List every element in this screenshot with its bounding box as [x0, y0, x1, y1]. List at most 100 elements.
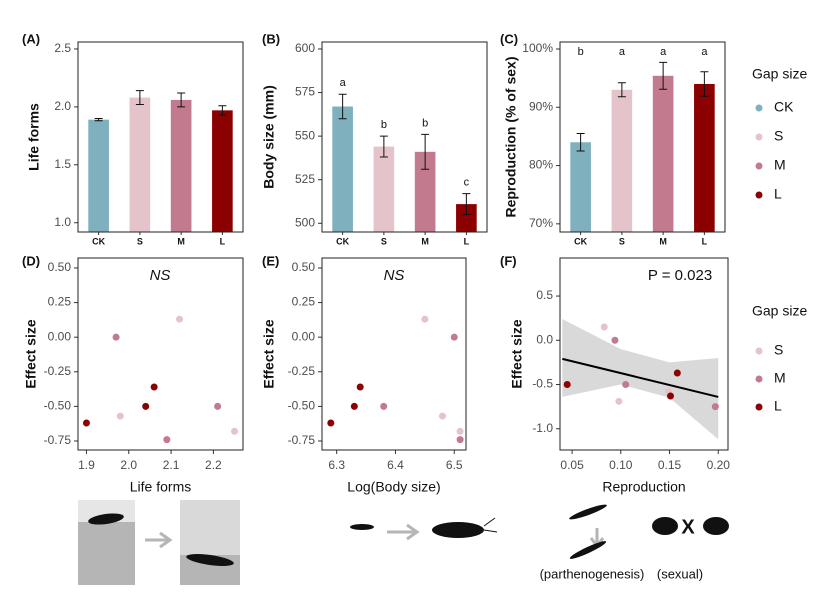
x-axis-title: Life forms [130, 479, 191, 495]
point [450, 333, 458, 341]
legend-marker [755, 133, 763, 141]
y-tick-label: 2.0 [54, 99, 71, 113]
bar [170, 99, 192, 233]
point [112, 333, 120, 341]
bar [611, 89, 633, 232]
point [421, 315, 429, 323]
x-axis-title: Reproduction [602, 479, 685, 495]
x-tick-label: CK [336, 236, 349, 246]
legend-marker [755, 104, 763, 112]
error-bar [177, 92, 186, 108]
error-bar [135, 90, 144, 106]
error-bar [421, 133, 430, 170]
x-tick-label: 0.10 [609, 458, 633, 472]
bar [414, 151, 436, 232]
insect [569, 504, 607, 520]
point [142, 402, 150, 410]
y-tick-label: 525 [295, 172, 315, 186]
x-tick-label: S [619, 236, 625, 246]
significance-letter: b [578, 46, 584, 58]
significance-letter: b [381, 119, 387, 131]
legend-label: L [774, 398, 782, 414]
legend-marker [755, 347, 763, 355]
legend-marker [755, 191, 763, 199]
bar [332, 106, 353, 232]
legend-label: L [774, 186, 782, 202]
insect [652, 517, 678, 535]
significance-letter: c [464, 177, 470, 189]
plot-border [321, 257, 467, 451]
bar [373, 146, 395, 232]
y-tick-label: 0.5 [536, 288, 553, 302]
x-tick-label: L [464, 236, 470, 246]
point [600, 323, 608, 331]
panel-label: (F) [500, 253, 517, 268]
error-bar [617, 82, 626, 98]
legend-label: CK [774, 99, 794, 115]
legend-label: M [774, 370, 786, 386]
y-tick-label: 0.25 [292, 295, 316, 309]
bar [456, 204, 477, 232]
y-tick-label: 1.5 [54, 157, 71, 171]
soil-top [180, 500, 240, 555]
significance-letter: a [340, 77, 347, 89]
x-tick-label: 2.2 [205, 458, 222, 472]
legend-marker [755, 162, 763, 170]
panel-label: (B) [262, 31, 280, 46]
y-tick-label: 1.0 [54, 215, 71, 229]
x-tick-label: 0.15 [658, 458, 682, 472]
point [150, 383, 158, 391]
error-bar [379, 135, 388, 158]
point [163, 436, 171, 444]
annotation: NS [384, 267, 405, 284]
y-tick-label: 2.5 [54, 41, 71, 55]
error-bar [659, 61, 668, 90]
significance-letter: a [619, 46, 626, 58]
point [350, 402, 358, 410]
point [611, 336, 619, 344]
panel-label: (D) [22, 253, 40, 268]
arrow [145, 531, 173, 549]
error-bar [576, 133, 585, 152]
y-axis-title: Effect size [261, 319, 277, 388]
point [214, 402, 222, 410]
point [711, 403, 719, 411]
point [456, 427, 464, 435]
point [356, 383, 364, 391]
y-tick-label: -0.75 [44, 433, 72, 447]
point [438, 412, 446, 420]
x-tick-label: CK [574, 236, 587, 246]
x-tick-label: 2.0 [120, 458, 137, 472]
y-tick-label: 90% [529, 99, 553, 113]
y-tick-label: -0.75 [288, 433, 316, 447]
x-tick-label: 0.05 [560, 458, 584, 472]
error-bar [94, 117, 103, 122]
annotation: P = 0.023 [648, 267, 712, 284]
y-tick-label: 80% [529, 158, 553, 172]
y-tick-label: -0.50 [288, 399, 316, 413]
illustration-label: (sexual) [657, 566, 703, 581]
point [82, 419, 90, 427]
x-tick-label: 6.5 [446, 458, 463, 472]
legend-label: S [774, 128, 783, 144]
bar [88, 119, 109, 232]
x-tick-label: M [659, 236, 667, 246]
plot-border [321, 41, 488, 233]
x-axis-title: Log(Body size) [347, 479, 440, 495]
plot-border [77, 41, 244, 233]
significance-letter: a [660, 46, 667, 58]
x-tick-label: M [421, 236, 429, 246]
antenna [483, 517, 498, 533]
x-tick-label: 6.4 [387, 458, 404, 472]
illustrations: (parthenogenesis) X (sexual) [78, 500, 729, 585]
point [615, 397, 623, 405]
x-tick-label: 2.1 [163, 458, 180, 472]
insect [186, 554, 234, 566]
point [673, 369, 681, 377]
illustration-label: (parthenogenesis) [540, 566, 645, 581]
annotation: NS [150, 267, 171, 284]
x-tick-label: L [220, 236, 226, 246]
plot-border [559, 257, 729, 451]
y-tick-label: -0.25 [44, 364, 72, 378]
bar [694, 83, 715, 232]
